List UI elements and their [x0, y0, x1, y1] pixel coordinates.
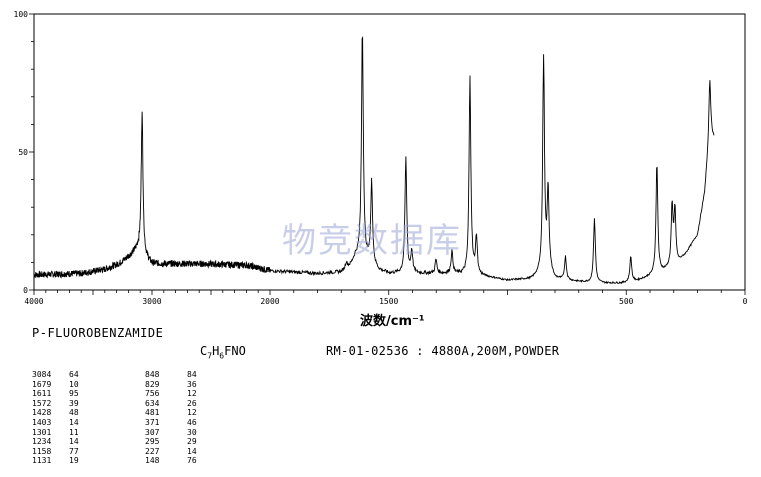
y-tick-label: 100 — [14, 10, 29, 19]
peak-table-cell: 10 — [69, 379, 79, 389]
peak-table-cell: 1428 — [32, 408, 52, 418]
y-axis: 0 50 100 — [14, 10, 34, 295]
formula-h: H — [212, 344, 220, 358]
peak-table-cell: 77 — [69, 446, 79, 456]
peak-table-cell: 829 — [145, 379, 160, 389]
peak-table: 3084 64 848 84 1679 10 829 36 1611 95 756 12 1572 39 6… — [32, 370, 217, 466]
x-tick-label: 4000 — [24, 297, 43, 306]
y-tick-label: 0 — [23, 286, 28, 295]
peak-table-cell: 227 — [145, 446, 160, 456]
peak-table-row: 1428 48 481 12 — [32, 408, 217, 418]
spectrum-info: RM-01-02536 : 4880A,200M,POWDER — [326, 344, 560, 358]
peak-table-cell: 1234 — [32, 437, 52, 447]
formula-c: C — [200, 344, 208, 358]
peak-table-cell: 295 — [145, 437, 160, 447]
peak-table-cell: 481 — [145, 408, 160, 418]
peak-table-cell: 12 — [187, 389, 197, 399]
x-tick-label: 3000 — [142, 297, 161, 306]
peak-table-cell: 756 — [145, 389, 160, 399]
peak-table-row: 1234 14 295 29 — [32, 437, 217, 447]
peak-table-cell: 11 — [69, 427, 79, 437]
peak-table-cell: 48 — [69, 408, 79, 418]
peak-table-row: 1131 19 148 76 — [32, 456, 217, 466]
peak-table-cell: 46 — [187, 417, 197, 427]
peak-table-cell: 634 — [145, 398, 160, 408]
peak-table-row: 1572 39 634 26 — [32, 399, 217, 409]
spectrum-line — [33, 35, 715, 285]
y-tick-label: 50 — [18, 148, 28, 157]
peak-table-row: 1158 77 227 14 — [32, 447, 217, 457]
formula-c-count: 7 — [207, 351, 213, 361]
x-tick-label: 2000 — [260, 297, 279, 306]
compound-name: P-FLUOROBENZAMIDE — [32, 326, 164, 340]
peak-table-row: 1611 95 756 12 — [32, 389, 217, 399]
peak-table-row: 1403 14 371 46 — [32, 418, 217, 428]
peak-table-cell: 95 — [69, 389, 79, 399]
peak-table-cell: 84 — [187, 370, 197, 379]
peak-table-cell: 1572 — [32, 398, 52, 408]
peak-table-cell: 371 — [145, 417, 160, 427]
x-axis-label: 波数/cm⁻¹ — [360, 313, 425, 329]
peak-table-cell: 76 — [187, 456, 197, 466]
peak-table-cell: 36 — [187, 379, 197, 389]
peak-table-cell: 26 — [187, 398, 197, 408]
peak-table-row: 3084 64 848 84 — [32, 370, 217, 380]
peak-table-cell: 14 — [69, 437, 79, 447]
formula-rest: FNO — [224, 344, 246, 358]
peak-table-cell: 1679 — [32, 379, 52, 389]
peak-table-cell: 19 — [69, 456, 79, 466]
x-tick-label: 1500 — [379, 297, 398, 306]
x-axis: 4000 3000 2000 1500 500 0 — [24, 290, 748, 306]
molecular-formula: C7H6FNO — [200, 344, 246, 360]
peak-table-row: 1679 10 829 36 — [32, 380, 217, 390]
peak-table-cell: 12 — [187, 408, 197, 418]
peak-table-cell: 64 — [69, 370, 79, 379]
peak-table-cell: 307 — [145, 427, 160, 437]
peak-table-cell: 14 — [187, 446, 197, 456]
raman-spectrum-chart: 0 50 100 4000 3000 2000 1500 500 0 物竞数据库 波数/cm⁻… — [14, 10, 748, 329]
peak-table-cell: 29 — [187, 437, 197, 447]
peak-table-cell: 39 — [69, 398, 79, 408]
peak-table-cell: 30 — [187, 427, 197, 437]
peak-table-cell: 1611 — [32, 389, 52, 399]
peak-table-cell: 148 — [145, 456, 160, 466]
peak-table-cell: 1158 — [32, 446, 52, 456]
formula-h-count: 6 — [219, 351, 225, 361]
x-tick-label: 0 — [743, 297, 748, 306]
peak-table-cell: 1131 — [32, 456, 52, 466]
peak-table-row: 1301 11 307 30 — [32, 428, 217, 438]
watermark-text: 物竞数据库 — [282, 221, 462, 261]
peak-table-cell: 848 — [145, 370, 160, 379]
peak-table-cell: 3084 — [32, 370, 52, 379]
peak-table-cell: 14 — [69, 417, 79, 427]
peak-table-cell: 1403 — [32, 417, 52, 427]
x-tick-label: 500 — [619, 297, 634, 306]
peak-table-cell: 1301 — [32, 427, 52, 437]
